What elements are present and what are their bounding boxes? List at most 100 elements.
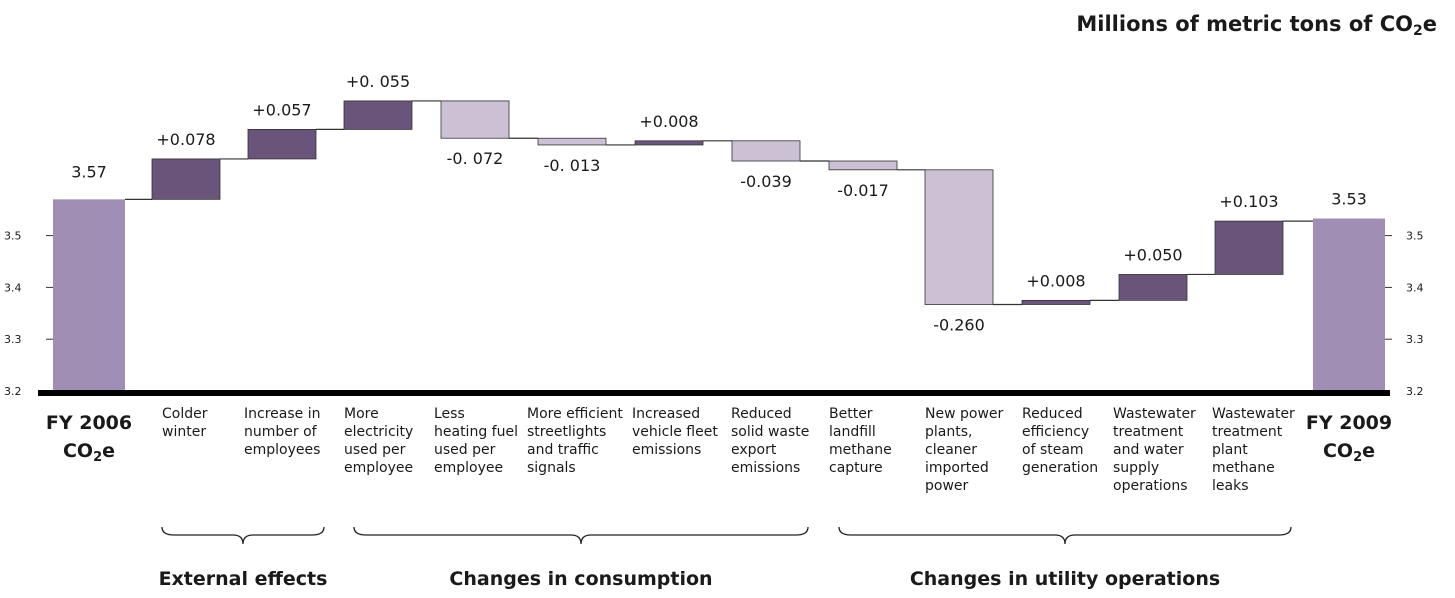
group-label: Changes in consumption	[449, 568, 713, 590]
category-label-line: used per	[434, 442, 496, 458]
category-label-line: Colder	[162, 406, 208, 422]
decrease-bar	[440, 100, 510, 139]
step-value-label: +0.008	[1026, 271, 1085, 290]
group-brace	[838, 526, 1292, 545]
unit-title: Millions of metric tons of CO2e	[1076, 12, 1437, 39]
group-braces	[161, 526, 1292, 545]
y-tick-label: 3.3	[1406, 333, 1424, 346]
increase-bar	[247, 129, 317, 160]
category-label-line: capture	[829, 460, 883, 476]
group-brace	[161, 526, 325, 545]
category-label-line: New power	[925, 406, 1004, 422]
decrease-bar	[537, 137, 607, 146]
category-label-line: employees	[244, 442, 321, 458]
category-label-line: Wastewater	[1212, 406, 1295, 422]
category-label-line: Reduced	[1022, 406, 1083, 422]
category-label: Reduced efficiency of steam generation	[1022, 405, 1098, 477]
category-label: Less heating fuel used per employee	[434, 405, 518, 477]
step-value-label: +0.008	[639, 112, 698, 131]
group-label: External effects	[158, 568, 328, 590]
category-label: Better landfill methane capture	[829, 405, 892, 477]
category-label: More efficient streetlights and traffic sig…	[527, 405, 623, 477]
category-label-line: export	[731, 442, 777, 458]
category-label-line: cleaner	[925, 442, 978, 458]
group-brace	[353, 526, 809, 545]
step-value-label: +0.050	[1123, 245, 1182, 264]
category-label-line: plants,	[925, 424, 973, 440]
category-label: Wastewater treatment plant methane leaks	[1212, 405, 1295, 495]
category-label-line: plant	[1212, 442, 1248, 458]
category-label-line: heating fuel	[434, 424, 518, 440]
y-tick-label: 3.2	[4, 385, 22, 398]
category-label-line: emissions	[731, 460, 801, 476]
category-label-line: treatment	[1113, 424, 1184, 440]
category-label-line: leaks	[1212, 478, 1249, 494]
category-label-line: power	[925, 478, 969, 494]
step-value-label: -0.039	[740, 172, 792, 191]
category-label-line: efficiency	[1022, 424, 1090, 440]
baseline-axis	[38, 390, 1390, 396]
start-category-label: FY 2006 CO2e	[45, 412, 133, 465]
category-label-line: Wastewater	[1113, 406, 1196, 422]
category-label-line: solid waste	[731, 424, 810, 440]
category-label-line: signals	[527, 460, 576, 476]
category-label: Increased vehicle fleet emissions	[632, 405, 718, 459]
y-tick-label: 3.5	[1406, 230, 1424, 243]
category-label-line: generation	[1022, 460, 1099, 476]
category-label-line: vehicle fleet	[632, 424, 718, 440]
category-label-line: emissions	[632, 442, 702, 458]
category-label-line: and traffic	[527, 442, 599, 458]
increase-bar	[343, 100, 413, 130]
category-label-line: treatment	[1212, 424, 1283, 440]
connectors-layer	[125, 100, 1313, 306]
category-label: Reduced solid waste export emissions	[731, 405, 809, 477]
decrease-bar	[828, 160, 898, 171]
category-label-line: winter	[162, 424, 207, 440]
category-label-line: Better	[829, 406, 873, 422]
group-label: Changes in utility operations	[909, 568, 1221, 590]
category-label-line: electricity	[344, 424, 414, 440]
y-axis-right: 3.2 3.3 3.4 3.5	[1385, 230, 1424, 398]
decrease-bar	[924, 169, 994, 305]
category-label-line: imported	[925, 460, 989, 476]
step-value-label: -0.260	[933, 315, 985, 334]
category-label-line: number of	[244, 424, 317, 440]
end-category-label: FY 2009 CO2e	[1305, 412, 1393, 465]
step-value-label: +0.078	[156, 130, 215, 149]
category-label-line: Increased	[632, 406, 701, 422]
category-label: New power plants, cleaner imported power	[925, 405, 1003, 495]
category-label-line: used per	[344, 442, 406, 458]
category-label-line: employee	[434, 460, 504, 476]
step-value-label: -0.017	[837, 181, 889, 200]
end-value-label: 3.53	[1331, 190, 1367, 209]
y-tick-label: 3.3	[4, 333, 22, 346]
increase-bar	[151, 158, 221, 200]
y-tick-label: 3.5	[4, 230, 22, 243]
decrease-bar	[731, 140, 801, 162]
step-value-label: -0. 013	[544, 156, 601, 175]
category-label-line: supply	[1113, 460, 1160, 476]
category-label-line: employee	[344, 460, 414, 476]
category-label-line: Less	[434, 406, 465, 422]
y-tick-label: 3.2	[1406, 385, 1424, 398]
category-label: Increase in number of employees	[244, 405, 320, 459]
bars-layer	[38, 100, 1390, 396]
category-label-line: More	[344, 406, 379, 422]
category-label-line: and water	[1113, 442, 1184, 458]
category-label-line: operations	[1113, 478, 1188, 494]
category-label-line: landfill	[829, 424, 876, 440]
increase-bar	[1214, 220, 1284, 275]
end-bar	[1313, 218, 1385, 391]
category-label-line: streetlights	[527, 424, 607, 440]
step-value-label: +0. 055	[346, 72, 410, 91]
category-label: Colder winter	[162, 405, 208, 441]
category-label-line: Increase in	[244, 406, 321, 422]
start-value-label: 3.57	[71, 162, 107, 181]
category-label-line: methane	[829, 442, 892, 458]
step-value-label: +0.057	[252, 100, 311, 119]
increase-bar	[1021, 299, 1091, 305]
category-label-line: methane	[1212, 460, 1275, 476]
y-tick-label: 3.4	[1406, 281, 1424, 294]
increase-bar	[634, 140, 704, 146]
